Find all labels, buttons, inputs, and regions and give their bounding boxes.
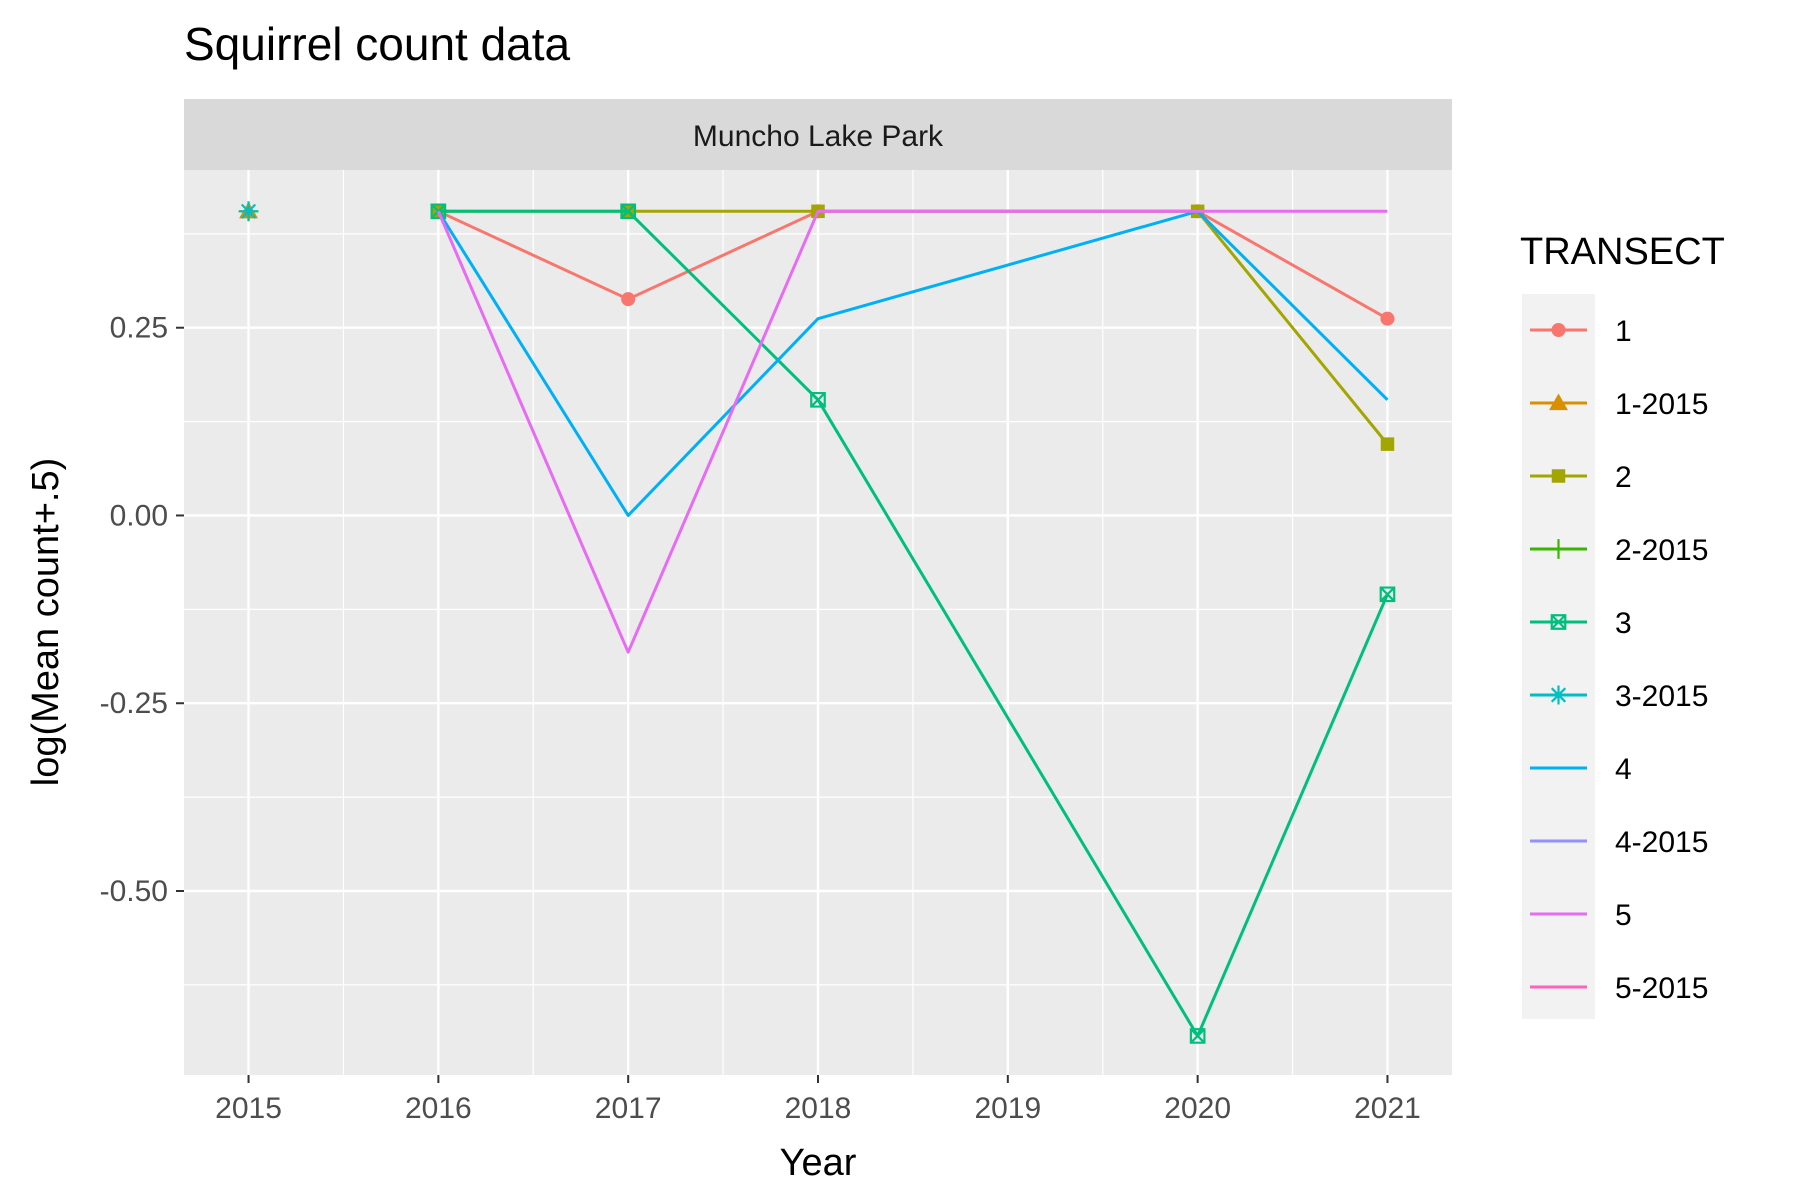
point-marker xyxy=(1551,322,1566,338)
point-marker xyxy=(620,203,637,220)
point-marker xyxy=(810,391,826,408)
y-tick-label: 0.25 xyxy=(110,312,168,345)
y-tick-label: -0.50 xyxy=(100,875,168,908)
legend-item: 4 xyxy=(1530,753,1632,786)
y-tick-label: -0.25 xyxy=(100,687,168,720)
point-marker xyxy=(1380,311,1395,326)
grid xyxy=(184,170,1452,1075)
point-marker xyxy=(1548,539,1569,559)
point-marker xyxy=(1189,1028,1206,1044)
legend-label: 5-2015 xyxy=(1615,972,1708,1005)
legend: TRANSECT 1 1-2015 2 2-2015 3 3-2015 4 4-2015 5 5-… xyxy=(1520,231,1725,1019)
point-marker xyxy=(621,292,636,307)
legend-label: 1-2015 xyxy=(1615,388,1708,421)
series-4 xyxy=(437,209,1389,517)
legend-item: 5 xyxy=(1530,899,1632,932)
facet-label: Muncho Lake Park xyxy=(693,120,944,153)
legend-label: 4-2015 xyxy=(1615,826,1708,859)
legend-label: 2 xyxy=(1615,461,1632,494)
legend-item: 4-2015 xyxy=(1530,826,1708,859)
legend-item: 3-2015 xyxy=(1530,680,1708,713)
legend-label: 4 xyxy=(1615,753,1632,786)
legend-label: 3-2015 xyxy=(1615,680,1708,713)
point-marker xyxy=(1379,586,1396,603)
point-marker xyxy=(1550,614,1567,630)
chart-title: Squirrel count data xyxy=(184,18,571,70)
x-tick-label: 2019 xyxy=(974,1092,1041,1125)
legend-title: TRANSECT xyxy=(1520,231,1725,273)
point-marker xyxy=(1380,437,1395,451)
legend-item: 1-2015 xyxy=(1530,388,1708,421)
legend-label: 2-2015 xyxy=(1615,534,1708,567)
series-line xyxy=(436,209,1388,654)
y-tick-label: 0.00 xyxy=(110,499,168,532)
legend-item: 2-2015 xyxy=(1530,534,1708,567)
legend-item: 5-2015 xyxy=(1530,972,1708,1005)
legend-item: 1 xyxy=(1530,315,1632,348)
series-line xyxy=(437,209,1389,517)
axes: 2015 2016 2017 2018 2019 2020 2021 0.25 0.00 -0.2… xyxy=(100,312,1421,1125)
x-tick-label: 2017 xyxy=(595,1092,662,1125)
legend-label: 5 xyxy=(1615,899,1632,932)
series-3 xyxy=(430,203,1396,1044)
y-axis-title: log(Mean count+.5) xyxy=(25,458,67,786)
series xyxy=(238,201,1396,1044)
point-marker xyxy=(239,201,258,221)
point-marker xyxy=(1551,469,1566,483)
point-marker xyxy=(1549,685,1568,705)
facet-strip xyxy=(184,99,1452,170)
x-axis-title: Year xyxy=(780,1142,857,1184)
x-tick-label: 2020 xyxy=(1164,1092,1231,1125)
legend-label: 1 xyxy=(1615,315,1632,348)
x-tick-label: 2021 xyxy=(1354,1092,1421,1125)
series-3-2015 xyxy=(239,201,258,221)
series-5 xyxy=(436,209,1388,654)
legend-label: 3 xyxy=(1615,607,1632,640)
point-marker xyxy=(1549,393,1568,411)
x-tick-label: 2016 xyxy=(405,1092,472,1125)
legend-item: 3 xyxy=(1530,607,1632,640)
x-tick-label: 2018 xyxy=(785,1092,852,1125)
legend-item: 2 xyxy=(1530,461,1632,494)
legend-key-background xyxy=(1522,294,1595,1019)
x-tick-label: 2015 xyxy=(215,1092,282,1125)
